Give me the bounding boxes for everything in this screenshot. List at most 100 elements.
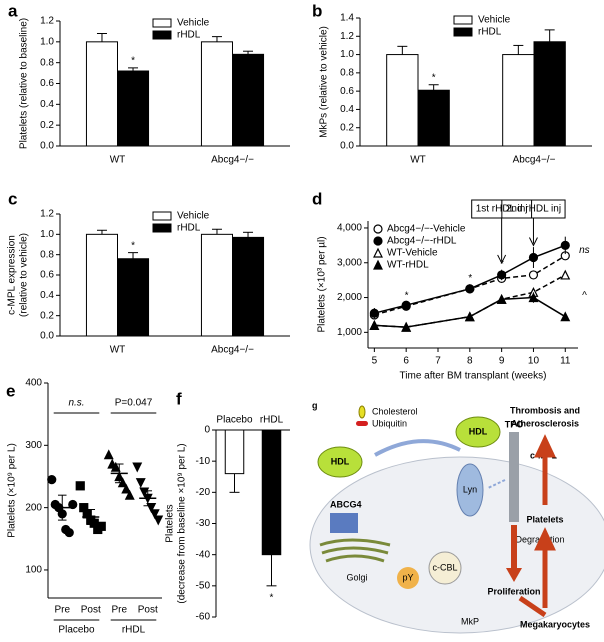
bar	[261, 429, 282, 556]
receptor	[509, 432, 519, 522]
marker	[528, 252, 539, 263]
marker	[373, 247, 383, 258]
golgi	[319, 538, 391, 563]
lyn	[456, 463, 484, 517]
x-tick-label: Abcg4−/−	[211, 155, 254, 166]
y-tick-label: -20	[196, 487, 211, 498]
y-tick-label: 1,000	[337, 327, 362, 338]
marker	[149, 509, 160, 520]
group-label: rHDL	[122, 625, 146, 636]
proliferation-label: Proliferation	[487, 586, 540, 596]
y-tick-label: 0.6	[340, 86, 354, 97]
marker	[103, 449, 114, 460]
y-axis-label: c-MPL expression	[7, 235, 18, 315]
marker	[153, 515, 164, 526]
y-tick-label: 0.8	[40, 57, 54, 68]
y-tick-label: 1.0	[40, 36, 54, 47]
annotation: *	[432, 72, 436, 83]
marker	[135, 478, 146, 489]
marker	[560, 240, 570, 250]
marker	[369, 308, 379, 318]
legend-label: rHDL	[177, 223, 201, 234]
x-tick-label: rHDL	[260, 415, 284, 426]
panel-letter: d	[312, 189, 322, 208]
hdl-label: HDL	[331, 456, 350, 466]
arrow	[534, 434, 556, 505]
annotation: ^	[582, 290, 587, 301]
py	[397, 567, 419, 589]
x-tick-label: Abcg4−/−	[513, 155, 556, 166]
x-tick-label: Pre	[54, 605, 70, 616]
hdl	[317, 446, 363, 478]
legend-label: Vehicle	[177, 18, 210, 29]
marker	[121, 483, 132, 494]
marker	[124, 489, 135, 500]
panel-letter: g	[312, 400, 318, 410]
comparison-label: n.s.	[68, 398, 84, 409]
marker	[465, 284, 475, 294]
marker	[373, 259, 383, 270]
marker	[528, 292, 539, 303]
y-tick-label: 0.4	[40, 290, 54, 301]
x-tick-label: 7	[435, 356, 441, 367]
panel-letter: c	[8, 189, 17, 208]
x-axis-label: Time after BM transplant (weeks)	[400, 371, 547, 382]
y-tick-label: 0.6	[40, 78, 54, 89]
y-axis-label: Platelets (×10³ per µl)	[317, 236, 328, 332]
arrowhead	[529, 237, 538, 247]
marker	[373, 236, 383, 246]
x-tick-label: 10	[528, 356, 540, 367]
annotation: *	[131, 240, 135, 251]
y-tick-label: 100	[25, 565, 42, 576]
marker	[132, 462, 143, 473]
bar	[417, 89, 450, 147]
y-tick-label: 0.8	[340, 67, 354, 78]
marker	[496, 293, 507, 304]
annotation: *	[468, 273, 473, 284]
ubiquitin-icon	[356, 421, 368, 426]
bar	[533, 41, 566, 147]
x-tick-label: WT	[110, 345, 126, 356]
legend-text: Ubiquitin	[372, 418, 407, 428]
y-tick-label: 0.8	[40, 249, 54, 260]
y-tick-label: 3,000	[337, 257, 362, 268]
legend-swatch	[152, 30, 172, 40]
panel-letter: f	[176, 389, 182, 408]
line	[374, 255, 566, 316]
y-tick-label: -40	[196, 549, 211, 560]
y-tick-label: 0.2	[40, 310, 54, 321]
bar	[200, 233, 233, 337]
y-tick-label: 0.2	[40, 120, 54, 131]
marker	[464, 311, 475, 322]
marker	[369, 320, 380, 330]
y-tick-label: 300	[25, 440, 42, 451]
y-tick-label: 1.0	[340, 49, 354, 60]
comparison-label: P=0.047	[115, 398, 153, 409]
y-tick-label: 0.6	[40, 270, 54, 281]
bar	[85, 41, 118, 147]
y-axis-label: Platelets (relative to baseline)	[19, 18, 30, 149]
x-tick-label: 6	[403, 356, 409, 367]
x-tick-label: 5	[372, 356, 378, 367]
injection-label: 2nd rHDL inj	[506, 204, 561, 215]
annotation: ns	[579, 245, 590, 256]
y-tick-label: 200	[25, 502, 42, 513]
x-tick-label: 11	[560, 356, 571, 367]
platelets-label: Platelets	[526, 514, 563, 524]
golgi-label: Golgi	[346, 572, 367, 582]
annotation: *	[404, 290, 409, 301]
marker	[528, 270, 539, 280]
marker	[96, 521, 106, 531]
line	[374, 296, 566, 328]
marker	[47, 474, 57, 485]
mkp-label: MkP	[461, 616, 479, 626]
bar	[386, 54, 419, 147]
x-tick-label: WT	[410, 155, 426, 166]
panel-letter: a	[8, 1, 18, 20]
legend-text: Cholesterol	[372, 406, 418, 416]
y-axis-label: (relative to vehicle)	[19, 233, 30, 317]
legend-swatch	[453, 15, 473, 25]
legend-label: WT-Vehicle	[387, 248, 438, 259]
outcome-label: Atherosclerosis	[511, 418, 579, 428]
